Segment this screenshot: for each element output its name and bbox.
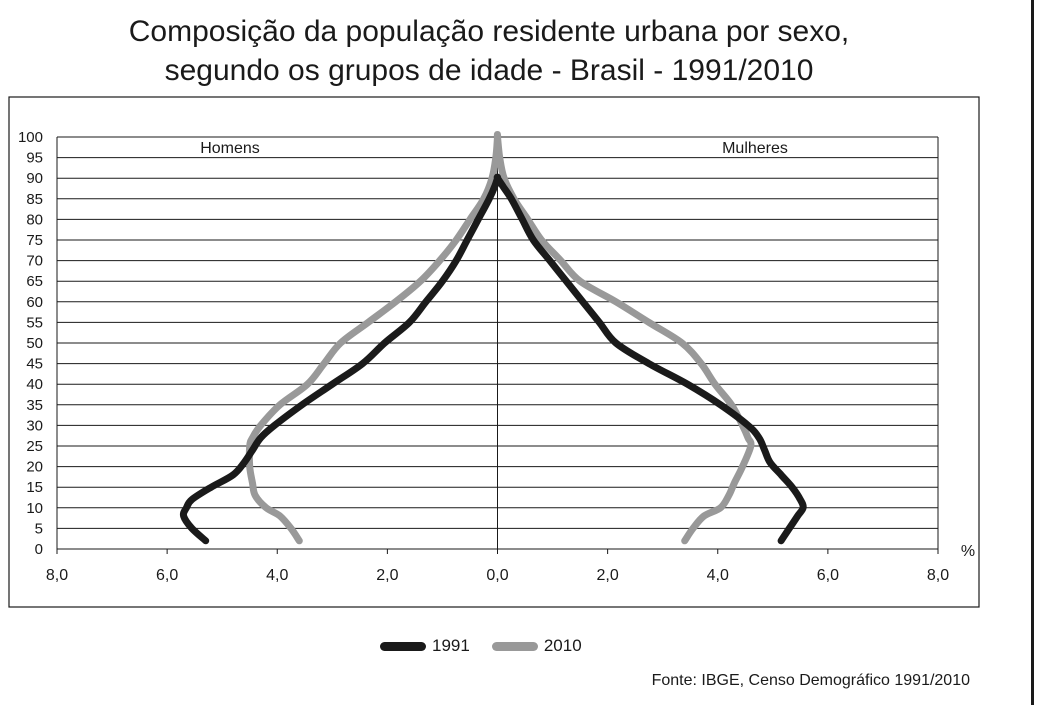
y-axis-tick-labels: 0 5 10 15 20 25 30 35 40 45 50 55 60 65 70 75 80 85 90 95 10… [18, 129, 43, 558]
y-tick-label: 55 [26, 314, 43, 331]
legend-label-1991: 1991 [432, 636, 470, 655]
y-tick-label: 50 [26, 335, 43, 352]
y-tick-label: 0 [35, 541, 43, 558]
y-tick-label: 85 [26, 191, 43, 208]
side-label-men: Homens [200, 140, 260, 157]
legend-swatch-1991 [380, 641, 426, 651]
y-tick-label: 35 [26, 397, 43, 414]
y-tick-label: 15 [26, 479, 43, 496]
y-tick-label: 60 [26, 294, 43, 311]
x-tick-label: 4,0 [266, 567, 288, 584]
chart-title-line-1: Composição da população residente urbana… [128, 15, 850, 48]
y-tick-label: 90 [26, 170, 43, 187]
x-axis-tick-labels: 8,0 6,0 4,0 2,0 0,0 2,0 4,0 6,0 8,0 [46, 567, 949, 584]
legend-swatch-2010 [491, 641, 538, 651]
chart-frame [8, 96, 980, 608]
chart-title-line-2: segundo os grupos de idade - Brasil - 19… [164, 54, 814, 87]
source-note: Fonte: IBGE, Censo Demográfico 1991/2010 [651, 672, 970, 689]
x-tick-label: 0,0 [486, 567, 508, 584]
legend-label-2010: 2010 [543, 636, 582, 655]
x-tick-label: 8,0 [927, 567, 949, 584]
y-tick-label: 45 [26, 356, 43, 373]
x-axis-unit-label: % [961, 543, 975, 560]
legend-item-1991: 1991 [380, 636, 470, 656]
x-tick-label: 2,0 [376, 567, 398, 584]
grid-lines [56, 136, 939, 554]
y-tick-label: 10 [26, 500, 43, 517]
series-line-2010 [245, 130, 755, 545]
y-tick-label: 75 [26, 232, 43, 249]
x-tick-label: 8,0 [46, 567, 68, 584]
page-right-border [1031, 0, 1034, 705]
y-tick-label: 30 [26, 417, 43, 434]
y-tick-label: 70 [26, 253, 43, 270]
side-label-women: Mulheres [722, 140, 788, 157]
y-tick-label: 80 [26, 211, 43, 228]
y-tick-label: 95 [26, 150, 43, 167]
y-tick-label: 25 [26, 438, 43, 455]
chart-legend: 1991 2010 [380, 633, 604, 659]
x-tick-label: 6,0 [817, 567, 839, 584]
y-tick-label: 5 [35, 520, 43, 537]
y-tick-label: 20 [26, 459, 43, 476]
series-lines [179, 130, 807, 545]
series-line-1991 [179, 173, 807, 545]
x-tick-label: 4,0 [707, 567, 729, 584]
y-tick-label: 40 [26, 376, 43, 393]
x-tick-label: 2,0 [597, 567, 619, 584]
legend-item-2010: 2010 [491, 636, 582, 656]
x-tick-label: 6,0 [156, 567, 178, 584]
y-tick-label: 100 [18, 129, 43, 146]
y-tick-label: 65 [26, 273, 43, 290]
